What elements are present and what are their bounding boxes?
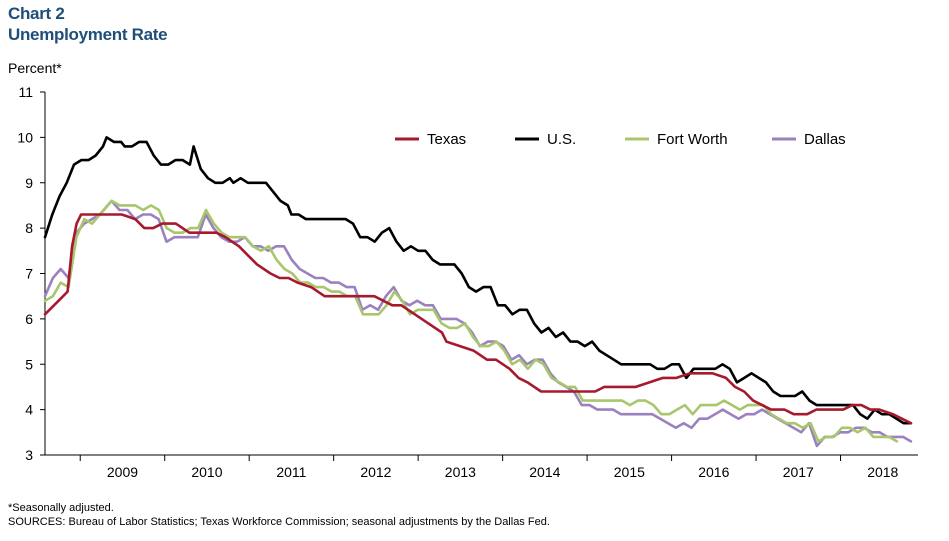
x-tick-label: 2015 — [614, 464, 645, 480]
footnote: *Seasonally adjusted. — [8, 502, 114, 514]
y-tick-label: 5 — [25, 356, 33, 372]
chart-number: Chart 2 — [8, 4, 65, 23]
y-tick-label: 6 — [25, 311, 33, 327]
y-tick-label: 3 — [25, 447, 33, 463]
x-tick-label: 2017 — [783, 464, 814, 480]
chart-title: Unemployment Rate — [8, 25, 168, 44]
x-tick-label: 2018 — [867, 464, 898, 480]
series-line-fort-worth — [43, 199, 899, 443]
x-tick-label: 2009 — [107, 464, 138, 480]
legend-label-dallas: Dallas — [804, 131, 846, 148]
y-tick-label: 10 — [17, 129, 33, 145]
y-tick-label: 9 — [25, 175, 33, 191]
x-tick-label: 2013 — [445, 464, 476, 480]
series-line-u-s — [43, 136, 913, 425]
x-tick-label: 2012 — [360, 464, 391, 480]
y-tick-label: 4 — [25, 402, 33, 418]
series-line-texas — [43, 213, 913, 425]
y-axis-label: Percent* — [8, 60, 62, 76]
x-tick-label: 2014 — [529, 464, 560, 480]
y-tick-label: 8 — [25, 220, 33, 236]
sources-note: SOURCES: Bureau of Labor Statistics; Tex… — [8, 516, 550, 528]
legend-label-fort-worth: Fort Worth — [657, 131, 728, 148]
y-tick-label: 11 — [18, 84, 33, 100]
x-tick-label: 2010 — [191, 464, 222, 480]
y-tick-label: 7 — [25, 266, 33, 282]
x-tick-label: 2016 — [698, 464, 729, 480]
x-tick-label: 2011 — [276, 464, 306, 480]
legend-label-texas: Texas — [427, 131, 466, 148]
legend-label-u-s: U.S. — [547, 131, 576, 148]
